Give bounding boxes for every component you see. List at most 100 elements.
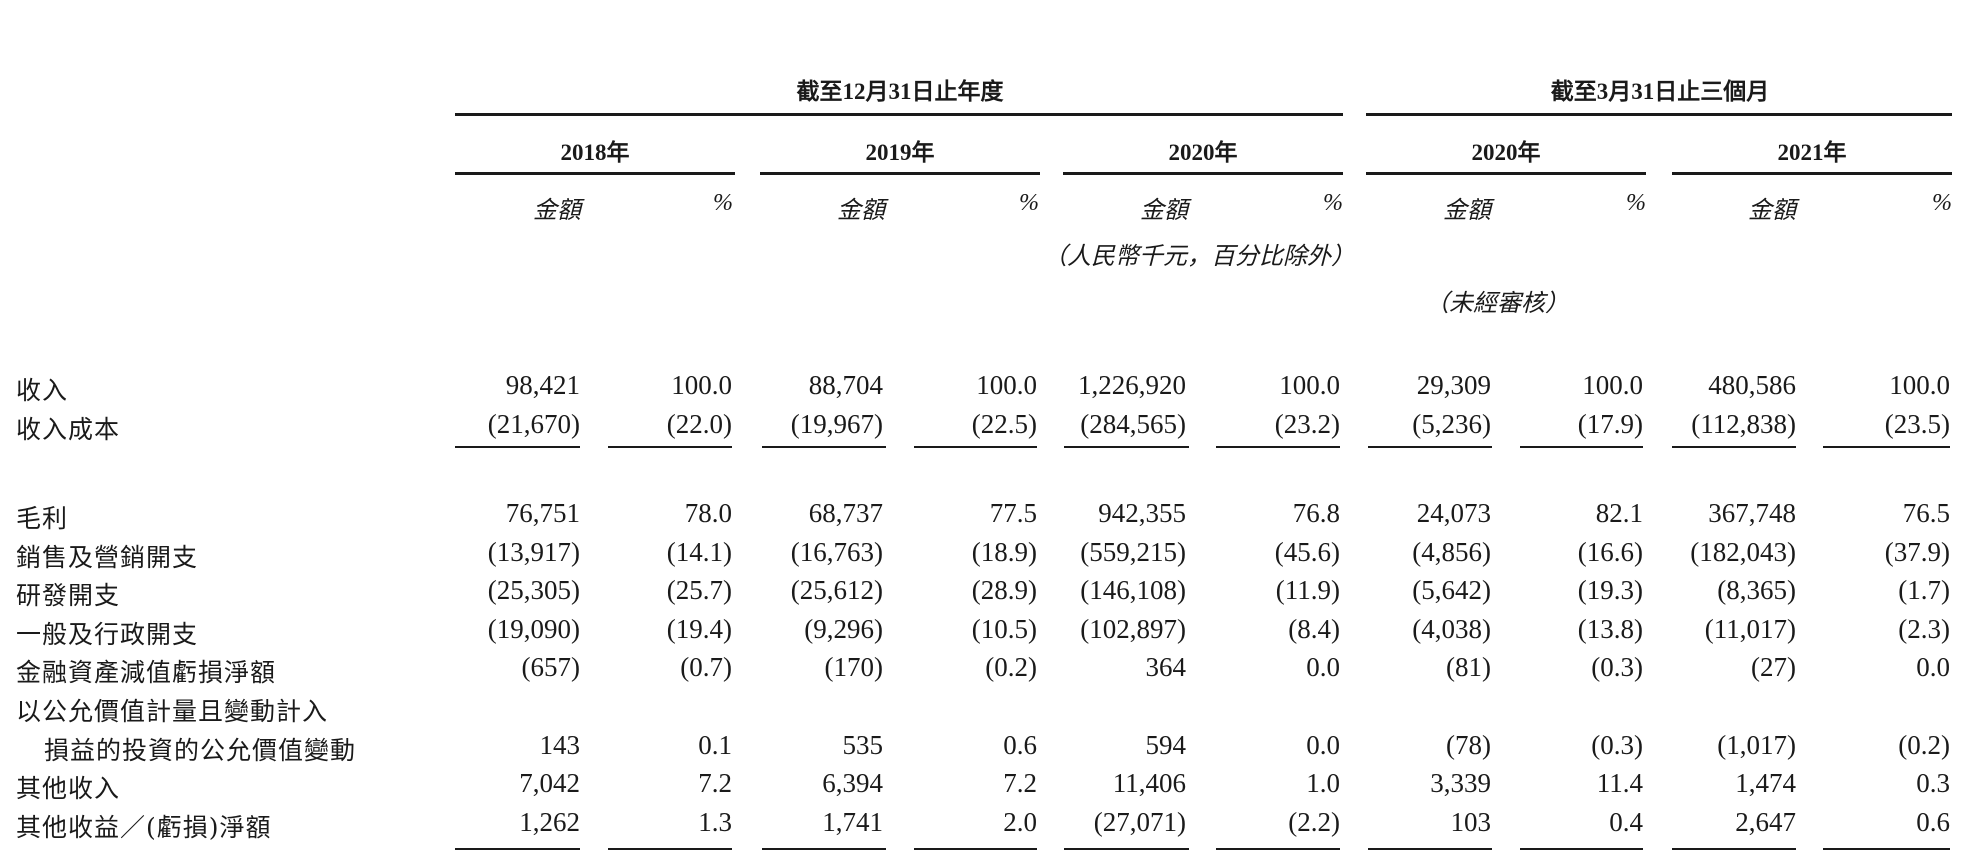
percent-cell: (16.6) <box>1577 537 1643 567</box>
percent-cell: 76.5 <box>1902 498 1950 528</box>
subtotal-rule <box>608 848 732 850</box>
percent-cell: (22.0) <box>666 409 732 439</box>
amount-cell: (559,215) <box>1080 537 1186 567</box>
percent-cell: 1.0 <box>1306 768 1340 798</box>
amount-header: 金額 <box>533 198 581 224</box>
percent-cell: 100.0 <box>1582 370 1643 400</box>
amount-cell: (27,071) <box>1093 807 1186 837</box>
subtotal-rule <box>455 446 580 448</box>
percent-cell: 7.2 <box>1003 768 1037 798</box>
amount-cell: 29,309 <box>1416 370 1491 400</box>
amount-cell: (4,038) <box>1412 614 1491 644</box>
row-label: 研發開支 <box>16 581 121 610</box>
subtotal-rule <box>1216 848 1340 850</box>
row-label: 毛利 <box>16 504 69 533</box>
amount-cell: 480,586 <box>1708 370 1796 400</box>
percent-cell: 100.0 <box>976 370 1037 400</box>
percent-cell: (45.6) <box>1274 537 1340 567</box>
row-label: 一般及行政開支 <box>16 620 199 649</box>
amount-cell: 1,474 <box>1735 768 1796 798</box>
amount-cell: (19,090) <box>487 614 580 644</box>
percent-cell: (2.2) <box>1288 807 1340 837</box>
percent-cell: (19.4) <box>666 614 732 644</box>
amount-cell: (146,108) <box>1080 575 1186 605</box>
amount-cell: 594 <box>1145 730 1187 760</box>
percent-cell: (2.3) <box>1898 614 1950 644</box>
percent-cell: (28.9) <box>971 575 1037 605</box>
row-label: 收入 <box>16 376 69 405</box>
subtotal-rule <box>762 848 886 850</box>
percent-cell: (19.3) <box>1577 575 1643 605</box>
subtotal-rule <box>1216 446 1340 448</box>
percent-cell: 0.1 <box>698 730 732 760</box>
amount-cell: (25,612) <box>790 575 883 605</box>
row-label: 其他收益／(虧損)淨額 <box>16 813 272 842</box>
year-header-2019: 2019年 <box>865 140 935 165</box>
group-rule-quarterly <box>1366 113 1952 116</box>
amount-cell: (13,917) <box>487 537 580 567</box>
year-header-q-2021: 2021年 <box>1777 140 1847 165</box>
unaudited-note: （未經審核） <box>1425 291 1569 317</box>
percent-cell: 0.6 <box>1003 730 1037 760</box>
percent-cell: (1.7) <box>1898 575 1950 605</box>
group-header-quarterly: 截至3月31日止三個月 <box>1550 79 1770 104</box>
percent-cell: 0.3 <box>1916 768 1950 798</box>
subtotal-rule <box>1520 848 1643 850</box>
subtotal-rule <box>914 446 1037 448</box>
group-rule-annual <box>455 113 1343 116</box>
amount-cell: (102,897) <box>1080 614 1186 644</box>
amount-cell: 942,355 <box>1098 498 1186 528</box>
amount-cell: 143 <box>539 730 581 760</box>
percent-cell: (17.9) <box>1577 409 1643 439</box>
amount-cell: 76,751 <box>505 498 580 528</box>
percent-header: % <box>1932 190 1952 216</box>
subtotal-rule <box>1368 446 1492 448</box>
group-header-annual: 截至12月31日止年度 <box>796 79 1004 104</box>
amount-cell: (78) <box>1446 730 1491 760</box>
amount-cell: (657) <box>521 652 580 682</box>
amount-cell: 68,737 <box>808 498 883 528</box>
row-label: 以公允價值計量且變動計入 <box>16 697 329 726</box>
amount-header: 金額 <box>1443 198 1491 224</box>
percent-cell: (23.2) <box>1274 409 1340 439</box>
subtotal-rule <box>1672 446 1796 448</box>
amount-cell: (182,043) <box>1690 537 1796 567</box>
percent-cell: (25.7) <box>666 575 732 605</box>
subtotal-rule <box>608 446 732 448</box>
percent-cell: 100.0 <box>671 370 732 400</box>
year-rule-2018 <box>455 172 735 175</box>
amount-cell: 367,748 <box>1708 498 1796 528</box>
amount-header: 金額 <box>1140 198 1188 224</box>
amount-cell: 1,226,920 <box>1078 370 1186 400</box>
percent-header: % <box>1323 190 1343 216</box>
amount-cell: 2,647 <box>1735 807 1796 837</box>
percent-cell: (0.7) <box>680 652 732 682</box>
subtotal-rule <box>762 446 886 448</box>
year-rule-q-2020 <box>1366 172 1646 175</box>
amount-cell: (8,365) <box>1717 575 1796 605</box>
amount-cell: 7,042 <box>519 768 580 798</box>
percent-cell: (18.9) <box>971 537 1037 567</box>
amount-cell: 98,421 <box>505 370 580 400</box>
year-rule-2020 <box>1063 172 1343 175</box>
amount-cell: 3,339 <box>1430 768 1491 798</box>
subtotal-rule <box>1672 848 1796 850</box>
percent-cell: 1.3 <box>698 807 732 837</box>
percent-cell: (0.2) <box>985 652 1037 682</box>
amount-cell: (27) <box>1751 652 1796 682</box>
amount-header: 金額 <box>1748 198 1796 224</box>
amount-cell: (81) <box>1446 652 1491 682</box>
subtotal-rule <box>1368 848 1492 850</box>
percent-header: % <box>1626 190 1646 216</box>
percent-cell: 0.6 <box>1916 807 1950 837</box>
amount-cell: (21,670) <box>487 409 580 439</box>
amount-cell: 103 <box>1450 807 1492 837</box>
amount-cell: 88,704 <box>808 370 883 400</box>
percent-cell: 100.0 <box>1279 370 1340 400</box>
amount-cell: 535 <box>842 730 884 760</box>
row-label: 收入成本 <box>16 415 121 444</box>
subtotal-rule <box>1064 848 1189 850</box>
percent-cell: 0.0 <box>1916 652 1950 682</box>
row-label: 損益的投資的公允價值變動 <box>44 736 357 765</box>
subtotal-rule <box>1823 848 1950 850</box>
